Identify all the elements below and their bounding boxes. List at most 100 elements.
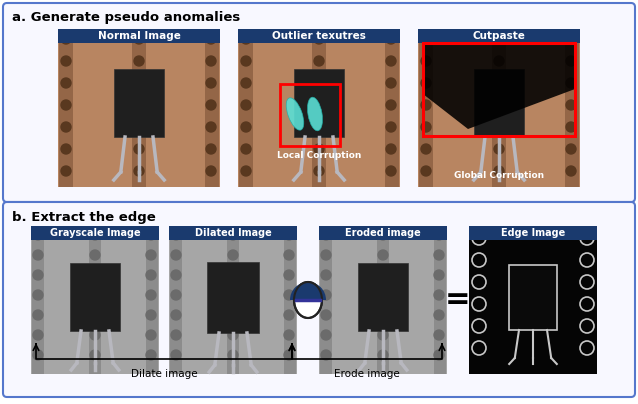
Circle shape: [206, 56, 216, 66]
Circle shape: [33, 350, 43, 360]
Bar: [32, 226, 44, 374]
Circle shape: [421, 100, 431, 110]
Polygon shape: [423, 43, 575, 129]
Circle shape: [434, 330, 444, 340]
Circle shape: [494, 34, 504, 44]
Bar: [169, 226, 297, 240]
Circle shape: [314, 122, 324, 132]
Bar: [89, 226, 101, 374]
Bar: [492, 29, 506, 187]
Bar: [238, 29, 400, 187]
Circle shape: [378, 270, 388, 280]
Circle shape: [321, 230, 331, 240]
Circle shape: [241, 122, 251, 132]
Circle shape: [61, 78, 71, 88]
Circle shape: [146, 290, 156, 300]
Circle shape: [566, 56, 576, 66]
Circle shape: [228, 350, 238, 360]
Circle shape: [61, 34, 71, 44]
Bar: [280, 84, 340, 146]
Circle shape: [228, 270, 238, 280]
Ellipse shape: [286, 98, 304, 130]
Bar: [238, 29, 400, 43]
Circle shape: [90, 230, 100, 240]
Circle shape: [228, 230, 238, 240]
Circle shape: [90, 250, 100, 260]
Circle shape: [33, 230, 43, 240]
Circle shape: [61, 122, 71, 132]
Circle shape: [206, 144, 216, 154]
Circle shape: [566, 34, 576, 44]
Circle shape: [206, 122, 216, 132]
Circle shape: [566, 100, 576, 110]
Circle shape: [61, 56, 71, 66]
Text: Grayscale Image: Grayscale Image: [50, 228, 140, 238]
Bar: [169, 226, 297, 374]
Circle shape: [241, 56, 251, 66]
Circle shape: [90, 290, 100, 300]
Circle shape: [33, 290, 43, 300]
Circle shape: [171, 350, 181, 360]
Circle shape: [494, 144, 504, 154]
Circle shape: [134, 34, 144, 44]
Text: Cutpaste: Cutpaste: [473, 31, 526, 41]
Circle shape: [171, 250, 181, 260]
Circle shape: [241, 78, 251, 88]
Circle shape: [206, 100, 216, 110]
Circle shape: [241, 34, 251, 44]
Bar: [207, 262, 259, 333]
Text: Edge Image: Edge Image: [501, 228, 565, 238]
Circle shape: [284, 310, 294, 320]
Text: b. Extract the edge: b. Extract the edge: [12, 210, 156, 223]
Circle shape: [241, 100, 251, 110]
Ellipse shape: [308, 97, 322, 131]
Bar: [469, 226, 597, 374]
Text: Eroded image: Eroded image: [345, 228, 421, 238]
Text: Global Corruption: Global Corruption: [454, 170, 544, 179]
Bar: [114, 69, 164, 137]
Circle shape: [146, 330, 156, 340]
Circle shape: [284, 250, 294, 260]
Text: Dilate image: Dilate image: [131, 369, 197, 379]
Circle shape: [228, 310, 238, 320]
Circle shape: [90, 350, 100, 360]
Circle shape: [284, 330, 294, 340]
Circle shape: [146, 230, 156, 240]
Circle shape: [61, 166, 71, 176]
Circle shape: [321, 350, 331, 360]
Circle shape: [284, 270, 294, 280]
Circle shape: [434, 310, 444, 320]
Circle shape: [434, 350, 444, 360]
Bar: [227, 226, 239, 374]
Ellipse shape: [294, 282, 322, 318]
Circle shape: [386, 78, 396, 88]
Circle shape: [421, 34, 431, 44]
Circle shape: [33, 330, 43, 340]
Circle shape: [228, 330, 238, 340]
Circle shape: [321, 270, 331, 280]
Circle shape: [321, 250, 331, 260]
Circle shape: [378, 230, 388, 240]
Bar: [319, 226, 447, 374]
Circle shape: [566, 78, 576, 88]
Circle shape: [378, 250, 388, 260]
Circle shape: [421, 78, 431, 88]
Circle shape: [284, 230, 294, 240]
Circle shape: [134, 122, 144, 132]
Bar: [434, 226, 446, 374]
Bar: [377, 226, 389, 374]
Circle shape: [566, 144, 576, 154]
Bar: [132, 29, 146, 187]
Circle shape: [134, 56, 144, 66]
Circle shape: [241, 144, 251, 154]
Bar: [418, 29, 580, 187]
Bar: [284, 226, 296, 374]
Circle shape: [314, 78, 324, 88]
Circle shape: [228, 250, 238, 260]
Circle shape: [378, 290, 388, 300]
Bar: [469, 226, 597, 240]
Bar: [170, 226, 182, 374]
Bar: [423, 43, 575, 136]
Circle shape: [566, 166, 576, 176]
Bar: [319, 226, 447, 240]
